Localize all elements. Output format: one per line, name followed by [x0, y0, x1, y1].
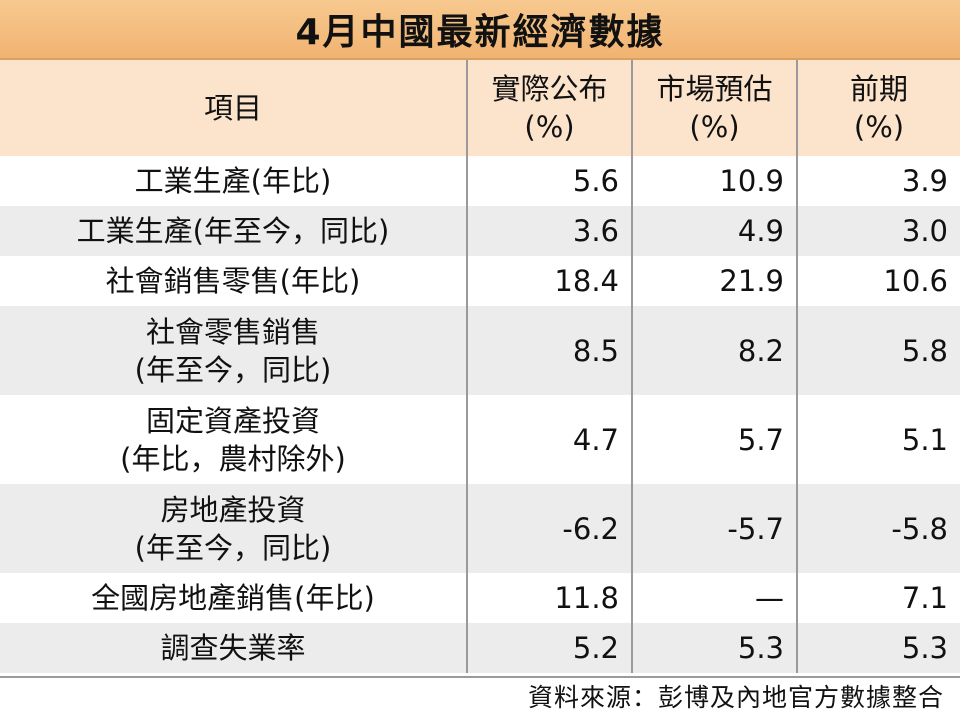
table-row: 調查失業率 5.2 5.3 5.3: [0, 623, 960, 673]
value-cell: 3.0: [796, 206, 960, 256]
value-cell: —: [631, 573, 797, 623]
data-table: 項目 實際公布 (%) 市場預估 (%) 前期 (%) 工業生產(年比) 5.6 10.9 3.9 工…: [0, 60, 960, 673]
item-text: 社會銷售零售(年比): [105, 264, 361, 298]
title: 4月中國最新經濟數據: [0, 0, 960, 60]
item-text: 房地產投資: [160, 492, 306, 527]
value-cell: 7.1: [796, 573, 960, 623]
bottom-rule: [0, 676, 960, 678]
item-cell: 工業生產(年比): [0, 156, 467, 206]
item-text: 固定資產投資: [145, 403, 320, 438]
header-text: 項目: [203, 91, 262, 125]
header-text: (%): [689, 110, 740, 144]
value-cell: 5.7: [631, 395, 797, 484]
value-cell: 4.9: [631, 206, 797, 256]
header-text: 前期: [849, 72, 908, 106]
item-cell: 房地產投資 (年至今，同比): [0, 484, 467, 573]
table-row: 社會銷售零售(年比) 18.4 21.9 10.6: [0, 256, 960, 306]
header-text: (%): [524, 110, 575, 144]
header-text: (%): [853, 110, 905, 144]
header-cell: 實際公布 (%): [466, 60, 632, 156]
value-cell: 4.7: [466, 395, 632, 484]
value-cell: 5.3: [796, 623, 960, 673]
item-text: 工業生產(年至今，同比): [76, 214, 390, 248]
value-cell: 5.2: [466, 623, 632, 673]
table-row: 社會零售銷售 (年至今，同比) 8.5 8.2 5.8: [0, 306, 960, 395]
item-cell: 固定資產投資 (年比，農村除外): [0, 395, 467, 484]
value-cell: 10.6: [796, 256, 960, 306]
value-cell: -5.8: [796, 484, 960, 573]
header-cell: 前期 (%): [796, 60, 960, 156]
value-cell: 5.8: [796, 306, 960, 395]
value-cell: 21.9: [631, 256, 797, 306]
item-cell: 工業生產(年至今，同比): [0, 206, 467, 256]
header-text: 市場預估: [656, 72, 773, 106]
header-text: 實際公布: [491, 72, 608, 106]
item-text: (年至今，同比): [134, 352, 332, 387]
value-cell: 10.9: [631, 156, 797, 206]
header-cell: 項目: [0, 60, 467, 156]
header-cell: 市場預估 (%): [631, 60, 797, 156]
value-cell: 8.5: [466, 306, 632, 395]
value-cell: -6.2: [466, 484, 632, 573]
table-row: 固定資產投資 (年比，農村除外) 4.7 5.7 5.1: [0, 395, 960, 484]
value-cell: 3.9: [796, 156, 960, 206]
source-note: 資料來源：彭博及內地官方數據整合: [527, 683, 944, 712]
item-cell: 全國房地產銷售(年比): [0, 573, 467, 623]
item-text: 社會零售銷售: [145, 314, 320, 349]
item-text: (年比，農村除外): [120, 441, 346, 476]
table-row: 工業生產(年至今，同比) 3.6 4.9 3.0: [0, 206, 960, 256]
item-text: 調查失業率: [160, 631, 306, 665]
item-cell: 社會零售銷售 (年至今，同比): [0, 306, 467, 395]
table-row: 房地產投資 (年至今，同比) -6.2 -5.7 -5.8: [0, 484, 960, 573]
value-cell: 3.6: [466, 206, 632, 256]
item-text: 全國房地產銷售(年比): [91, 581, 375, 615]
value-cell: 5.1: [796, 395, 960, 484]
value-cell: 5.6: [466, 156, 632, 206]
table-row: 全國房地產銷售(年比) 11.8—7.1: [0, 573, 960, 623]
value-cell: 8.2: [631, 306, 797, 395]
value-cell: 18.4: [466, 256, 632, 306]
item-cell: 社會銷售零售(年比): [0, 256, 467, 306]
value-cell: -5.7: [631, 484, 797, 573]
header-row: 項目 實際公布 (%) 市場預估 (%) 前期 (%): [0, 60, 960, 156]
item-text: 工業生產(年比): [134, 164, 332, 198]
item-cell: 調查失業率: [0, 623, 467, 673]
value-cell: 5.3: [631, 623, 797, 673]
item-text: (年至今，同比): [134, 530, 332, 565]
value-cell: 11.8: [466, 573, 632, 623]
table-row: 工業生產(年比) 5.6 10.9 3.9: [0, 156, 960, 206]
